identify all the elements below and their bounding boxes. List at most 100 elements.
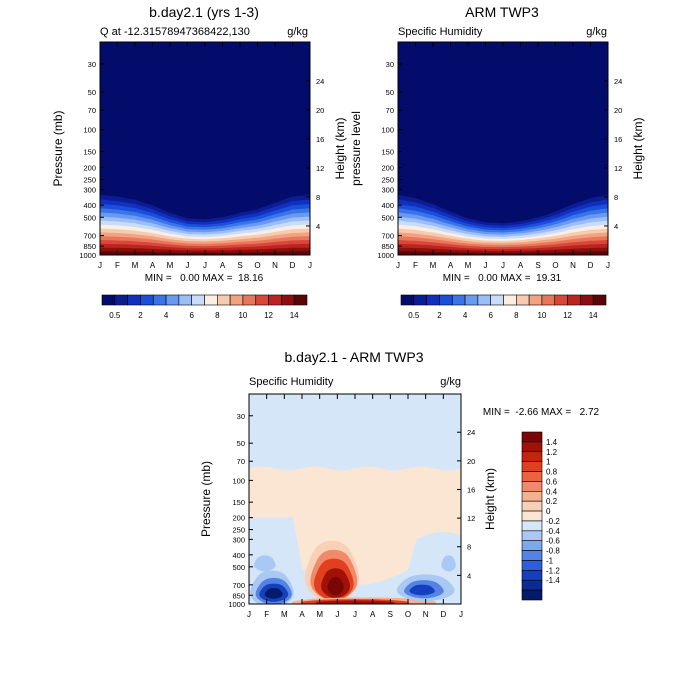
height-tick-label: 4 [316, 222, 320, 231]
diff-positive-contour [327, 577, 344, 596]
panel-model-ylabel-right: Height (km) [333, 117, 347, 179]
colorbar-swatch [521, 570, 543, 581]
pressure-tick-label: 200 [83, 163, 96, 172]
colorbar-label: 0.8 [546, 468, 558, 477]
colorbar-swatch [242, 294, 257, 306]
colorbar-label: 2 [138, 311, 143, 320]
colorbar-swatch [255, 294, 269, 306]
colorbar-swatch [521, 530, 543, 542]
colorbar-swatch [293, 294, 308, 306]
colorbar-swatch [521, 500, 543, 512]
colorbar-swatch [178, 294, 192, 306]
colorbar-swatch [521, 510, 543, 522]
colorbar-label: 14 [290, 311, 299, 320]
pressure-tick-label: 850 [381, 242, 394, 251]
diff-negative-contour [254, 555, 276, 572]
month-tick-label: M [167, 261, 174, 270]
month-tick-label: O [552, 261, 558, 270]
colorbar-swatch [451, 294, 466, 306]
height-tick-label: 12 [614, 164, 622, 173]
colorbar-label: -0.8 [546, 547, 560, 556]
panel-model-ylabel: Pressure (mb) [51, 110, 65, 186]
height-tick-label: 8 [316, 193, 320, 202]
panel-diff-field [249, 394, 461, 604]
colorbar-swatch [521, 550, 543, 561]
colorbar-label: 8 [215, 311, 220, 320]
panel-diff-right-label: g/kg [440, 376, 461, 388]
colorbar-label: -1 [546, 556, 554, 565]
height-tick-label: 24 [614, 77, 622, 86]
height-tick-label: 16 [316, 135, 324, 144]
height-tick-label: 8 [614, 193, 618, 202]
colorbar-swatch [521, 441, 543, 453]
month-tick-label: M [132, 261, 139, 270]
colorbar-swatch [554, 294, 568, 306]
colorbar-label: 1.4 [546, 438, 558, 447]
month-tick-label: J [335, 610, 339, 619]
month-tick-label: S [535, 261, 540, 270]
panel-model-stats: MIN = 0.00 MAX = 18.16 [145, 273, 264, 284]
panel-diff-title: b.day2.1 - ARM TWP3 [284, 349, 423, 365]
pressure-tick-label: 300 [232, 535, 245, 544]
colorbar-label: 8 [514, 311, 519, 320]
colorbar-swatch [477, 294, 491, 306]
height-tick-label: 24 [467, 428, 475, 437]
pressure-tick-label: 150 [381, 148, 394, 157]
colorbar-swatch [503, 294, 517, 306]
pressure-tick-label: 50 [88, 88, 96, 97]
pressure-tick-label: 1000 [377, 251, 394, 260]
colorbar-swatch [516, 294, 530, 306]
diff-positive-band [249, 466, 461, 585]
height-tick-label: 16 [467, 485, 475, 494]
height-tick-label: 20 [614, 106, 622, 115]
pressure-tick-label: 300 [83, 185, 96, 194]
month-tick-label: M [316, 610, 323, 619]
month-tick-label: N [272, 261, 278, 270]
colorbar-label: 14 [589, 311, 598, 320]
colorbar-label: -0.4 [546, 527, 560, 536]
colorbar-label: 6 [488, 311, 493, 320]
pressure-tick-label: 700 [83, 232, 96, 241]
panel-diff-height-axis: 24 20 16 12 8 4 [457, 428, 475, 580]
colorbar-swatch [165, 294, 180, 306]
colorbar-swatch [521, 461, 543, 472]
month-tick-label: M [430, 261, 437, 270]
colorbar-label: 6 [189, 311, 194, 320]
month-tick-label: S [388, 610, 393, 619]
colorbar-label: -1.4 [546, 576, 560, 585]
month-tick-label: J [484, 261, 488, 270]
colorbar-swatch [567, 294, 581, 306]
month-tick-label: S [237, 261, 242, 270]
pressure-tick-label: 500 [381, 213, 394, 222]
pressure-tick-label: 250 [83, 176, 96, 185]
month-tick-label: A [299, 610, 305, 619]
colorbar-label: -0.2 [546, 517, 560, 526]
month-tick-label: O [254, 261, 260, 270]
colorbar-swatch [152, 294, 167, 306]
height-tick-label: 16 [614, 135, 622, 144]
colorbar-swatch [140, 294, 154, 306]
panel-diff: b.day2.1 - ARM TWP3 Specific Humidity g/… [199, 349, 600, 619]
pressure-tick-label: 250 [232, 526, 245, 535]
colorbar-swatch [521, 520, 543, 532]
colorbar-swatch [490, 294, 504, 306]
colorbar-swatch [592, 294, 607, 306]
height-tick-label: 20 [316, 106, 324, 115]
pressure-tick-label: 100 [381, 126, 394, 135]
pressure-tick-label: 700 [381, 232, 394, 241]
month-tick-label: J [308, 261, 312, 270]
panel-diff-ylabel: Pressure (mb) [199, 461, 213, 537]
colorbar-swatch [217, 294, 231, 306]
panel-obs-height-axis: 24 20 16 12 8 4 [604, 77, 622, 231]
colorbar-swatch [268, 294, 282, 306]
panel-diff-colorbar: 1.41.210.80.60.40.20-0.2-0.4-0.6-0.8-1-1… [521, 431, 560, 601]
colorbar-label: 0.5 [109, 311, 121, 320]
panel-model: b.day2.1 (yrs 1-3) Q at -12.315789473684… [51, 4, 347, 320]
panel-model-colorbar: 0.5 2 4 6 8 10 12 14 [101, 294, 308, 320]
panel-obs-left-label: Specific Humidity [398, 26, 483, 38]
colorbar-label: 10 [537, 311, 546, 320]
pressure-tick-label: 150 [232, 498, 245, 507]
pressure-tick-label: 700 [232, 581, 245, 590]
panel-diff-frame [248, 393, 462, 605]
